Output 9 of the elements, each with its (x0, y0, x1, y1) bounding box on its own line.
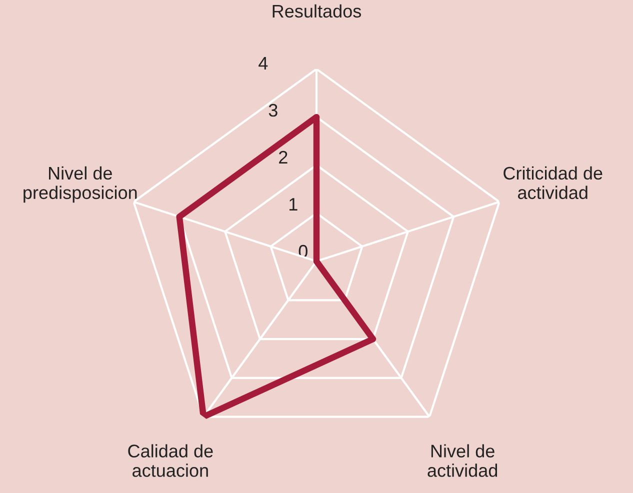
spoke-label: Resultados (272, 4, 362, 18)
spoke-label: Criticidad de actividad (504, 166, 602, 200)
spoke-label: Calidad de actuacion (128, 444, 213, 477)
y-tick-label: 3 (268, 104, 278, 117)
y-tick-label: 1 (290, 198, 298, 211)
y-tick-label: 2 (279, 150, 288, 164)
spoke-label: Nivel de actividad (428, 444, 498, 477)
spoke-label: Nivel de predisposicion (24, 166, 137, 203)
y-tick-label: 4 (258, 57, 268, 70)
